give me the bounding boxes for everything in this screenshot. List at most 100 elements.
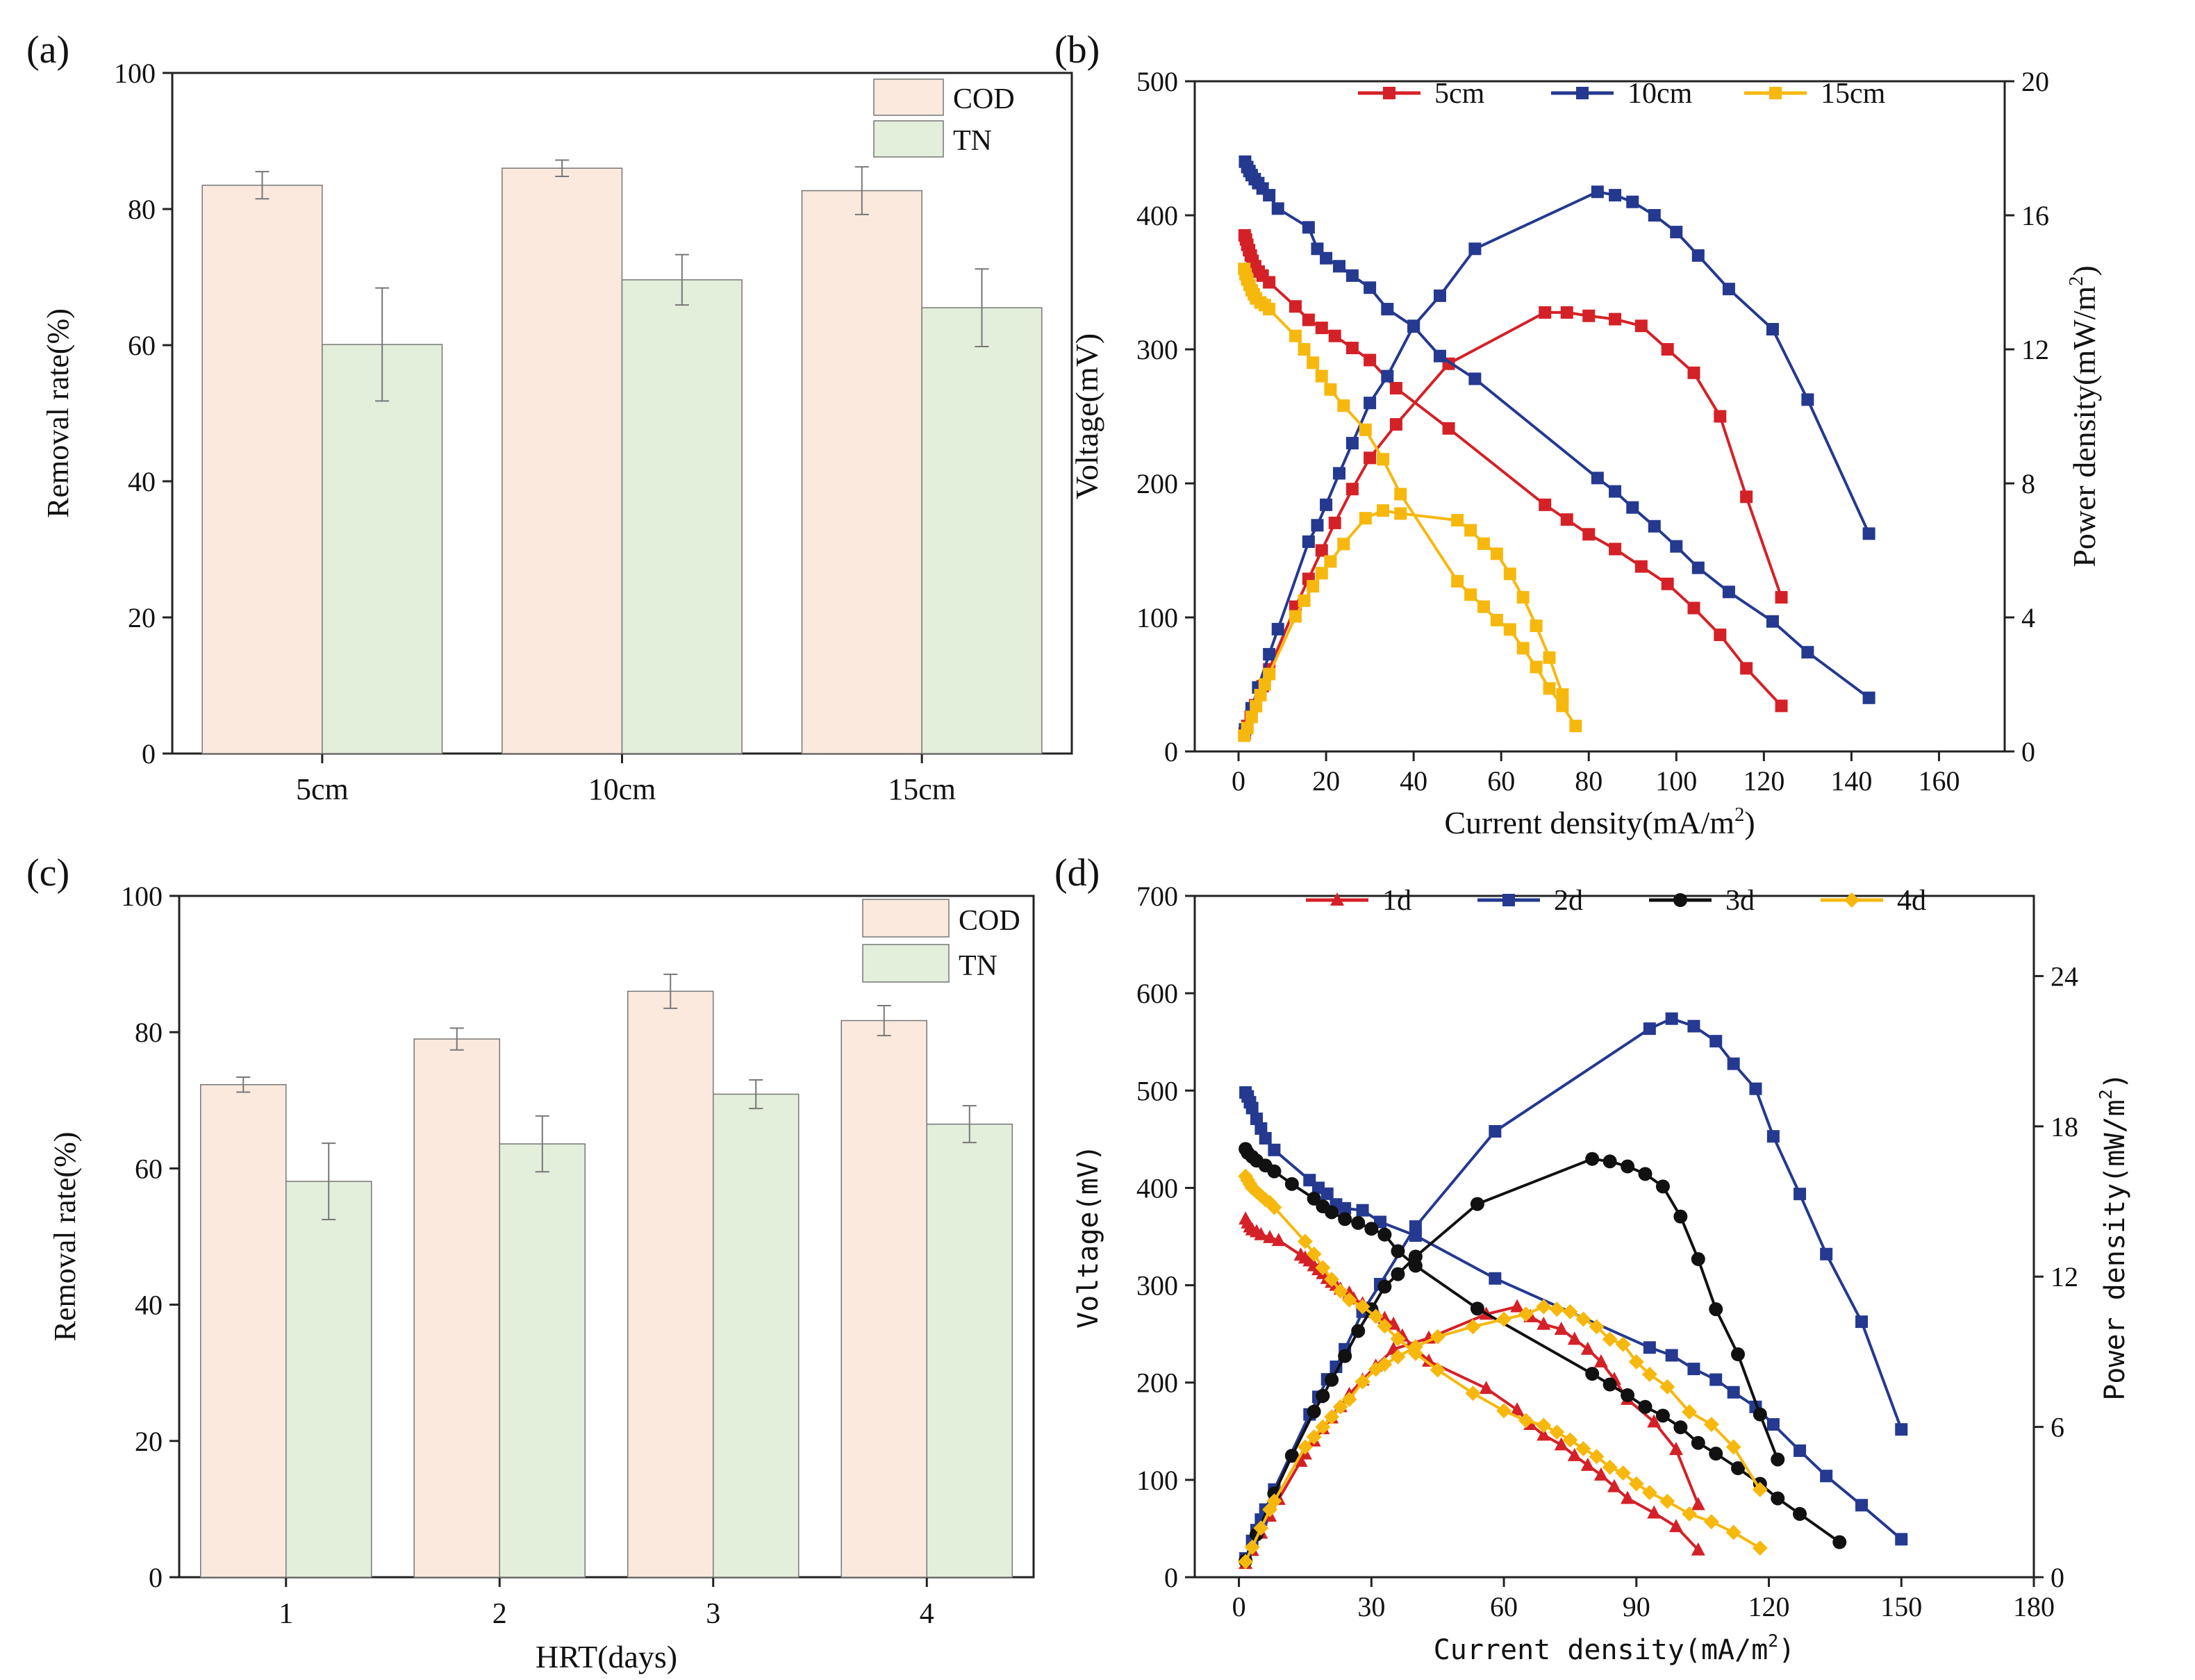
series-15cm-power-line bbox=[1243, 509, 1564, 737]
point-10cm-polarization bbox=[1801, 646, 1814, 659]
point-10cm-polarization bbox=[1722, 585, 1735, 599]
point-2d-power bbox=[1687, 1020, 1700, 1033]
point-1d-polarization bbox=[1647, 1505, 1662, 1519]
point-2d-polarization bbox=[1709, 1373, 1723, 1386]
point-2d-power bbox=[1895, 1423, 1908, 1436]
point-15cm-polarization bbox=[1516, 642, 1530, 655]
point-1d-polarization bbox=[1580, 1457, 1595, 1471]
point-4d-polarization bbox=[1536, 1417, 1552, 1433]
x-tick-label: 5cm bbox=[296, 772, 349, 806]
point-10cm-polarization bbox=[1591, 472, 1604, 485]
panel-d: (d)0 30 60 90 120 150 180010020030040050060070… bbox=[1054, 851, 2131, 1666]
y-axis-tick-label: 40 bbox=[128, 466, 156, 497]
y-axis-tick-label: 100 bbox=[1136, 602, 1178, 633]
point-15cm-polarization bbox=[1503, 623, 1516, 636]
point-4d-power bbox=[1628, 1354, 1644, 1370]
legend-label-tn: TN bbox=[959, 950, 997, 982]
point-15cm-polarization bbox=[1394, 488, 1407, 501]
legend-marker-1d bbox=[1330, 892, 1344, 906]
y-axis-tick-label: 0 bbox=[1164, 736, 1178, 767]
point-5cm-power bbox=[1634, 319, 1648, 333]
point-10cm-power bbox=[1381, 369, 1394, 383]
point-5cm-power bbox=[1661, 343, 1674, 356]
point-2d-power bbox=[1820, 1247, 1833, 1261]
point-10cm-polarization bbox=[1345, 269, 1359, 282]
legend-marker-4d bbox=[1844, 892, 1859, 908]
point-2d-polarization bbox=[1794, 1444, 1807, 1457]
point-1d-polarization bbox=[1510, 1402, 1525, 1415]
point-3d-polarization bbox=[1709, 1447, 1723, 1461]
bar-tn bbox=[713, 1093, 800, 1578]
point-4d-power bbox=[1615, 1336, 1631, 1352]
point-2d-power bbox=[1749, 1082, 1762, 1095]
y-axis-tick-label: 100 bbox=[121, 881, 163, 912]
point-1d-polarization bbox=[1254, 1226, 1268, 1240]
point-5cm-power bbox=[1328, 516, 1341, 529]
x-tick-label: 1 bbox=[279, 1598, 293, 1630]
point-10cm-power bbox=[1311, 519, 1324, 532]
legend-marker-10cm bbox=[1576, 87, 1589, 99]
point-4d-polarization bbox=[1562, 1432, 1578, 1448]
point-3d-polarization bbox=[1351, 1215, 1366, 1230]
point-15cm-polarization bbox=[1464, 588, 1477, 601]
point-4d-polarization bbox=[1465, 1386, 1481, 1402]
legend-label-10cm: 10cm bbox=[1627, 78, 1693, 110]
legend-label-3d: 3d bbox=[1725, 885, 1755, 917]
panel-label: (a) bbox=[26, 28, 69, 72]
y-axis-tick-label: 80 bbox=[128, 194, 156, 225]
point-5cm-power bbox=[1389, 418, 1402, 431]
point-15cm-polarization bbox=[1307, 356, 1320, 369]
point-10cm-power bbox=[1609, 189, 1622, 202]
point-10cm-power bbox=[1320, 498, 1333, 511]
x-tick-label: 0 bbox=[1232, 765, 1245, 797]
point-3d-power bbox=[1284, 1449, 1299, 1463]
point-10cm-polarization bbox=[1332, 260, 1345, 273]
point-3d-power bbox=[1338, 1349, 1352, 1363]
y-axis-tick-label: 400 bbox=[1136, 200, 1178, 231]
point-10cm-polarization bbox=[1381, 303, 1394, 316]
bar-cod bbox=[201, 184, 323, 754]
x-tick-label: 150 bbox=[1880, 1591, 1922, 1622]
y-axis-tick-label: 200 bbox=[1136, 468, 1178, 499]
y-axis-tick-label: 20 bbox=[135, 1426, 163, 1457]
point-2d-polarization bbox=[1268, 1143, 1281, 1156]
point-4d-power bbox=[1589, 1319, 1605, 1335]
point-1d-power bbox=[1554, 1321, 1568, 1335]
x-tick-label: 30 bbox=[1357, 1591, 1385, 1622]
panel-label: (c) bbox=[26, 851, 69, 895]
plot-frame bbox=[1193, 895, 2035, 1579]
legend-label-tn: TN bbox=[953, 125, 992, 157]
point-5cm-power bbox=[1315, 544, 1328, 557]
legend-swatch-tn bbox=[873, 120, 944, 158]
point-4d-power bbox=[1536, 1299, 1552, 1315]
y-axis-tick-label: 400 bbox=[1136, 1172, 1178, 1204]
y-axis-tick-label: 300 bbox=[1136, 334, 1178, 365]
y-axis-tick-label: 0 bbox=[1164, 1562, 1178, 1593]
x-axis-label: Current density(mA/m2) bbox=[1444, 804, 1755, 840]
point-3d-power bbox=[1408, 1249, 1423, 1264]
point-2d-power bbox=[1665, 1012, 1678, 1025]
point-4d-polarization bbox=[1368, 1308, 1384, 1324]
point-4d-power bbox=[1390, 1349, 1406, 1365]
point-15cm-power bbox=[1503, 567, 1516, 581]
x-tick-label: 4 bbox=[920, 1598, 934, 1630]
point-3d-polarization bbox=[1832, 1535, 1847, 1549]
point-15cm-polarization bbox=[1337, 399, 1350, 413]
bar-tn bbox=[285, 1181, 372, 1578]
point-1d-polarization bbox=[1669, 1519, 1684, 1533]
point-1d-polarization bbox=[1421, 1353, 1436, 1367]
y-axis-tick-label: 100 bbox=[114, 58, 156, 89]
point-15cm-polarization bbox=[1451, 574, 1464, 588]
point-15cm-power bbox=[1530, 619, 1543, 633]
point-10cm-power bbox=[1302, 535, 1315, 548]
point-2d-polarization bbox=[1665, 1349, 1678, 1362]
point-4d-polarization bbox=[1266, 1199, 1282, 1215]
point-3d-power bbox=[1673, 1209, 1688, 1224]
point-1d-polarization bbox=[1263, 1229, 1277, 1243]
point-10cm-power bbox=[1364, 397, 1377, 410]
point-3d-power bbox=[1602, 1154, 1617, 1169]
y-axis-tick-label: 60 bbox=[128, 330, 156, 361]
point-3d-power bbox=[1391, 1267, 1405, 1281]
x-tick-label: 60 bbox=[1487, 765, 1515, 797]
